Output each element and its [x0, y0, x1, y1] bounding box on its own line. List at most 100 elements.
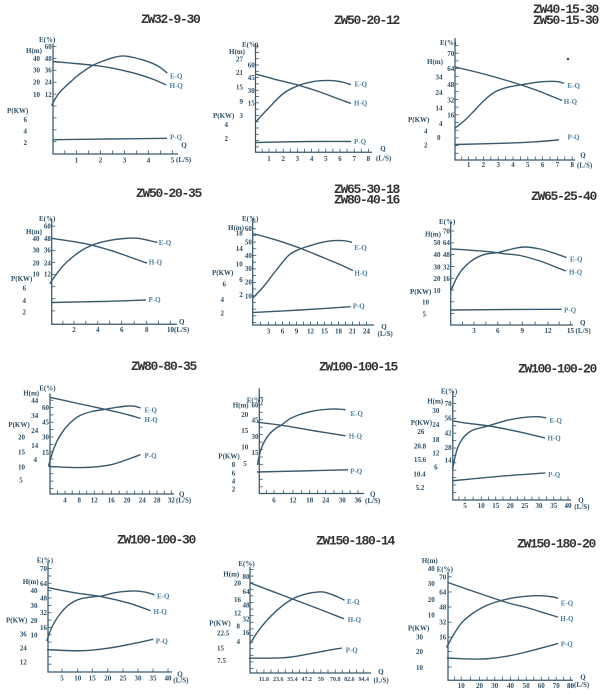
svg-text:H-Q: H-Q [348, 616, 362, 624]
svg-text:4: 4 [424, 128, 428, 136]
svg-text:5: 5 [60, 675, 64, 683]
svg-text:5: 5 [423, 310, 427, 318]
svg-text:35: 35 [550, 502, 558, 510]
svg-text:(L/S): (L/S) [378, 330, 394, 338]
svg-text:70: 70 [439, 573, 447, 581]
svg-text:30: 30 [33, 67, 41, 75]
svg-text:P-Q: P-Q [568, 134, 581, 142]
svg-text:10: 10 [167, 326, 175, 334]
svg-text:H(m): H(m) [229, 48, 246, 56]
svg-text:30: 30 [339, 497, 347, 505]
svg-text:(L/S): (L/S) [574, 681, 590, 689]
svg-text:P(KW): P(KW) [7, 107, 29, 115]
svg-text:E(%): E(%) [242, 41, 259, 49]
svg-text:0: 0 [437, 134, 441, 142]
svg-text:18: 18 [236, 230, 244, 238]
svg-text:14: 14 [436, 104, 444, 112]
svg-text:36: 36 [355, 497, 363, 505]
svg-text:60: 60 [44, 223, 52, 231]
svg-text:15: 15 [567, 327, 575, 335]
svg-text:Q: Q [380, 145, 386, 153]
svg-text:P-Q: P-Q [354, 138, 367, 146]
svg-text:P(KW): P(KW) [209, 620, 231, 628]
svg-text:5: 5 [243, 460, 247, 468]
svg-text:(L/S): (L/S) [176, 156, 192, 164]
svg-text:16: 16 [234, 596, 242, 604]
svg-text:E-Q: E-Q [157, 593, 170, 601]
svg-text:40: 40 [31, 587, 39, 595]
svg-text:12: 12 [234, 609, 242, 617]
svg-text:4: 4 [23, 297, 27, 305]
svg-text:H-Q: H-Q [560, 615, 574, 623]
svg-text:15: 15 [321, 328, 329, 336]
svg-text:P-Q: P-Q [156, 638, 169, 646]
svg-text:H-Q: H-Q [548, 435, 562, 443]
svg-text:2: 2 [424, 142, 428, 150]
svg-text:2: 2 [225, 135, 229, 143]
svg-text:E-Q: E-Q [170, 73, 183, 81]
svg-text:3: 3 [296, 155, 300, 163]
svg-text:H-Q: H-Q [354, 100, 368, 108]
svg-text:H(m): H(m) [26, 47, 43, 55]
svg-text:H(m): H(m) [422, 557, 439, 565]
svg-text:10: 10 [33, 271, 41, 279]
svg-text:36: 36 [44, 247, 52, 255]
svg-text:Q: Q [179, 318, 185, 326]
svg-text:15: 15 [248, 100, 256, 108]
svg-text:2: 2 [221, 309, 225, 317]
svg-text:21: 21 [349, 328, 357, 336]
svg-text:48: 48 [439, 604, 447, 612]
svg-text:2: 2 [24, 139, 28, 147]
svg-text:20: 20 [234, 579, 242, 587]
svg-text:25: 25 [521, 502, 529, 510]
svg-text:E(%): E(%) [37, 557, 54, 565]
svg-text:5: 5 [324, 155, 328, 163]
svg-text:6: 6 [281, 328, 285, 336]
svg-text:30: 30 [491, 682, 499, 690]
svg-text:6: 6 [272, 497, 276, 505]
svg-text:32: 32 [243, 615, 251, 623]
svg-text:H(m): H(m) [223, 571, 240, 579]
svg-text:28: 28 [445, 444, 453, 452]
svg-text:4: 4 [511, 161, 515, 169]
svg-text:H(m): H(m) [26, 228, 43, 236]
svg-text:24: 24 [44, 259, 52, 267]
svg-text:ZW40-15-30: ZW40-15-30 [533, 2, 600, 17]
svg-text:10: 10 [434, 287, 442, 295]
svg-text:64: 64 [439, 589, 447, 597]
svg-text:23.6: 23.6 [273, 677, 284, 683]
svg-text:Q: Q [177, 671, 183, 679]
svg-text:ZW50-15-30: ZW50-15-30 [533, 13, 600, 28]
svg-text:8: 8 [237, 623, 241, 631]
svg-text:32: 32 [40, 609, 48, 617]
svg-text:7: 7 [352, 155, 356, 163]
svg-text:20: 20 [241, 411, 249, 419]
svg-text:ZW100-100-30: ZW100-100-30 [117, 532, 197, 547]
svg-text:30: 30 [248, 87, 256, 95]
svg-text:H-Q: H-Q [569, 268, 583, 276]
svg-text:Q: Q [179, 491, 185, 499]
svg-text:5.2: 5.2 [416, 484, 425, 492]
svg-text:E-Q: E-Q [159, 239, 172, 247]
svg-text:12: 12 [44, 271, 52, 279]
svg-text:30: 30 [536, 502, 544, 510]
svg-text:8: 8 [232, 461, 236, 469]
svg-text:P(KW): P(KW) [408, 116, 430, 124]
svg-text:E-Q: E-Q [145, 406, 158, 414]
svg-text:5: 5 [171, 157, 175, 165]
svg-text:40: 40 [434, 251, 442, 259]
svg-text:E(%): E(%) [439, 218, 456, 226]
svg-text:E(%): E(%) [39, 215, 56, 223]
svg-text:35: 35 [150, 675, 158, 683]
svg-text:15: 15 [18, 448, 26, 456]
svg-text:30: 30 [33, 247, 41, 255]
svg-text:1: 1 [75, 157, 79, 165]
svg-text:44: 44 [31, 397, 39, 405]
svg-text:P-Q: P-Q [145, 452, 158, 460]
svg-text:E(%): E(%) [440, 39, 457, 47]
svg-text:H-Q: H-Q [349, 433, 363, 441]
svg-text:(L/S): (L/S) [365, 497, 381, 505]
svg-text:32: 32 [168, 497, 176, 505]
svg-text:30: 30 [135, 675, 143, 683]
svg-text:22.5: 22.5 [217, 629, 230, 637]
